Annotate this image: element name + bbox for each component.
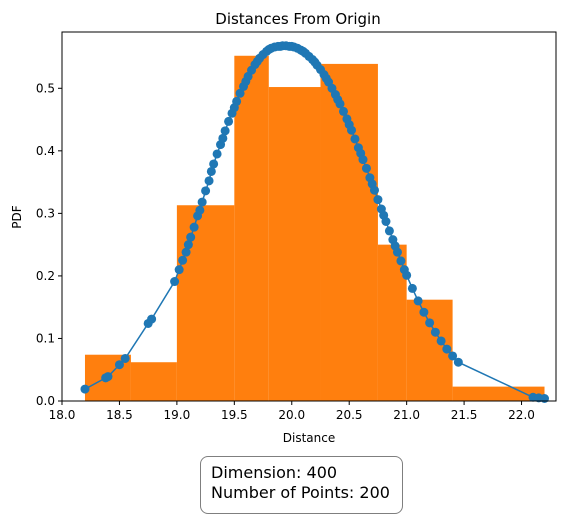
pdf-curve-point <box>220 126 230 136</box>
histogram-bar-6 <box>320 63 378 402</box>
pdf-curve-point <box>392 247 402 257</box>
pdf-curve-point <box>232 96 242 106</box>
histogram-bar-2 <box>130 362 177 401</box>
pdf-curve-point <box>212 149 222 159</box>
pdf-curve-point <box>195 205 205 215</box>
histogram-chart: Distances From Origin 18.0 18.5 19.0 19.5 20… <box>10 10 557 445</box>
points-count-text: Number of Points: 200 <box>211 483 390 502</box>
pdf-curve-point <box>419 307 429 317</box>
dimension-text: Dimension: 400 <box>211 463 338 482</box>
pdf-curve-point <box>396 256 406 266</box>
chart-title: Distances From Origin <box>215 10 380 28</box>
pdf-curve-point <box>181 247 191 257</box>
pdf-curve-point <box>407 283 417 293</box>
y-axis-ticks: 0.0 0.1 0.2 0.3 0.4 0.5 <box>36 81 62 408</box>
pdf-curve-point <box>338 106 348 116</box>
pdf-curve-point <box>224 116 234 126</box>
pdf-curve-point <box>189 222 199 232</box>
x-tick-label: 18.5 <box>106 408 133 422</box>
x-axis-label: Distance <box>283 431 335 445</box>
histogram-bar-9 <box>452 386 545 401</box>
pdf-curve-point <box>347 125 357 135</box>
x-tick-label: 21.5 <box>451 408 478 422</box>
pdf-curve-point <box>384 226 394 236</box>
histogram-bar-5 <box>268 87 321 401</box>
pdf-curve-point <box>540 393 550 403</box>
pdf-curve-point <box>448 351 458 361</box>
x-tick-label: 20.0 <box>278 408 305 422</box>
pdf-curve-point <box>436 336 446 346</box>
pdf-curve-point <box>178 255 188 265</box>
y-tick-label: 0.3 <box>36 206 55 220</box>
pdf-curve-point <box>425 318 435 328</box>
pdf-curve-point <box>174 265 184 275</box>
y-tick-label: 0.1 <box>36 331 55 345</box>
y-tick-label: 0.2 <box>36 269 55 283</box>
pdf-curve-point <box>430 327 440 337</box>
x-tick-label: 19.5 <box>221 408 248 422</box>
y-axis-label: PDF <box>10 205 24 228</box>
pdf-curve-point <box>120 353 130 363</box>
pdf-curve-point <box>350 134 360 144</box>
y-tick-label: 0.5 <box>36 81 55 95</box>
pdf-curve-point <box>373 195 383 205</box>
pdf-curve-point <box>442 344 452 354</box>
histogram-bar-4 <box>234 55 269 401</box>
info-box: Dimension: 400 Number of Points: 200 <box>200 456 403 514</box>
pdf-curve-point <box>103 372 113 382</box>
pdf-curve-point <box>201 186 211 196</box>
pdf-curve-point <box>358 155 368 165</box>
x-tick-label: 22.0 <box>508 408 535 422</box>
plot-frame <box>61 31 557 402</box>
pdf-curve-point <box>402 270 412 280</box>
pdf-curve-point <box>235 88 245 98</box>
pdf-curve-point <box>369 185 379 195</box>
x-tick-label: 19.0 <box>164 408 191 422</box>
pdf-curve-point <box>183 240 193 250</box>
pdf-curve-point <box>147 314 157 324</box>
pdf-curve-point <box>114 360 124 370</box>
x-axis-ticks: 18.0 18.5 19.0 19.5 20.0 20.5 21.0 21.5 22.0 <box>49 401 535 422</box>
pdf-curve-point <box>361 163 371 173</box>
x-tick-label: 18.0 <box>49 408 76 422</box>
pdf-curve-point <box>197 197 207 207</box>
pdf-curve-point <box>453 357 463 367</box>
pdf-curve-point <box>413 296 423 306</box>
pdf-curve-point <box>204 176 214 186</box>
pdf-curve-point <box>170 277 180 287</box>
pdf-curve-point <box>218 133 228 143</box>
x-tick-label: 20.5 <box>336 408 363 422</box>
y-tick-label: 0.4 <box>36 144 55 158</box>
pdf-curve-point <box>335 99 345 109</box>
pdf-curve-point <box>206 166 216 176</box>
pdf-curve-point <box>209 159 219 169</box>
x-tick-label: 21.0 <box>393 408 420 422</box>
y-tick-label: 0.0 <box>36 394 55 408</box>
histogram-bar-3 <box>176 205 235 401</box>
pdf-curve-point <box>381 217 391 227</box>
pdf-curve-point <box>80 384 90 394</box>
pdf-curve-point <box>186 232 196 242</box>
histogram-bars <box>84 55 545 402</box>
